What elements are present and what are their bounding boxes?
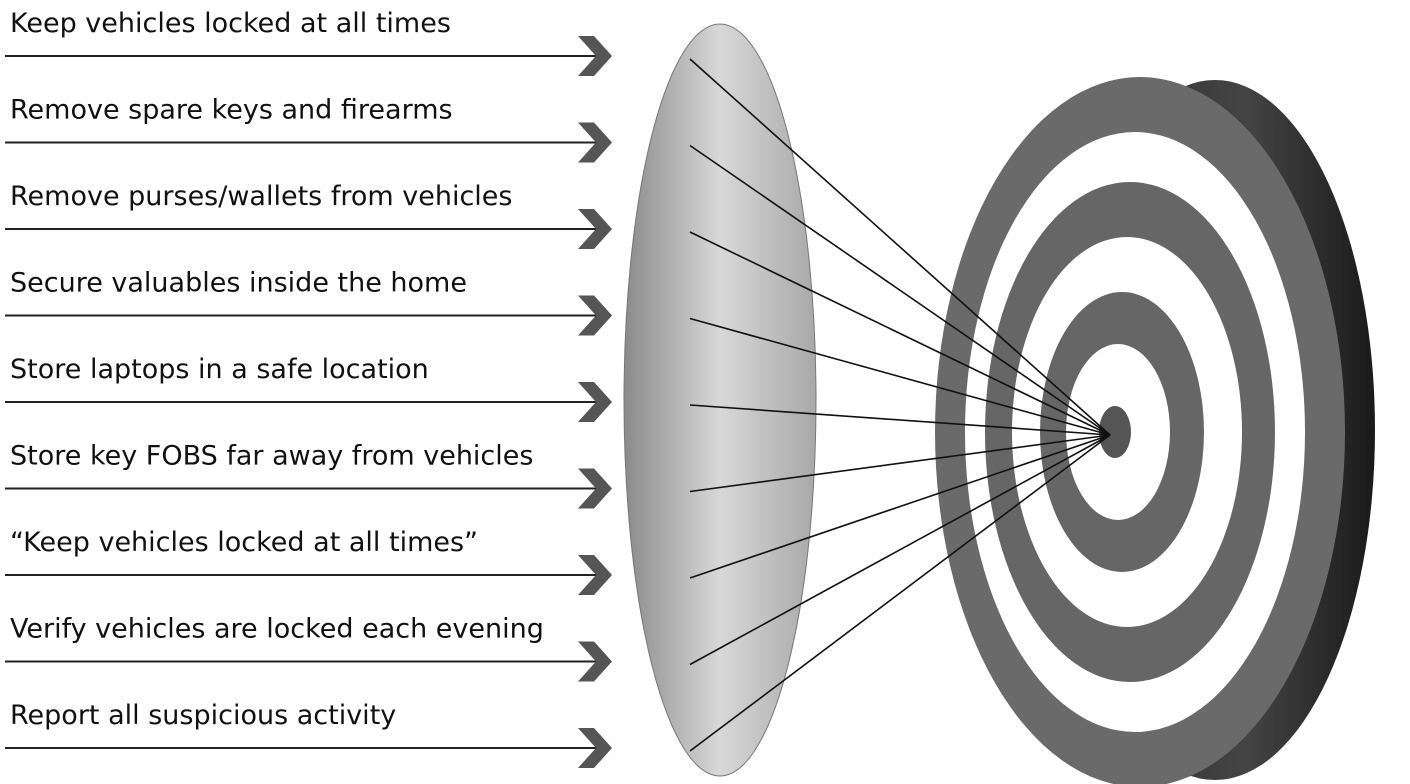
step-label: Keep vehicles locked at all times [10, 8, 451, 39]
chevron [578, 382, 612, 422]
chevron [578, 295, 612, 336]
step-label: Verify vehicles are locked each evening [10, 614, 544, 645]
step-label: Store laptops in a safe location [10, 354, 429, 385]
chevron [578, 122, 612, 163]
step-label: Report all suspicious activity [10, 700, 396, 731]
step-label: Remove spare keys and firearms [10, 95, 453, 126]
focus-line [689, 434, 1111, 752]
chevron [578, 555, 612, 595]
focus-line [689, 434, 1111, 579]
focus-line [689, 434, 1111, 493]
focus-line [689, 144, 1111, 436]
focus-line [689, 231, 1111, 436]
step-label: Remove purses/wallets from vehicles [10, 181, 512, 212]
chevron [578, 641, 612, 682]
chevron [578, 468, 612, 509]
step-label: “Keep vehicles locked at all times” [10, 527, 478, 558]
bullseye [1099, 406, 1131, 458]
focus-line [689, 404, 1111, 436]
focus-line [689, 317, 1111, 436]
focus-line [689, 434, 1111, 666]
step-label: Secure valuables inside the home [10, 268, 467, 299]
chevron [578, 36, 612, 76]
chevron [578, 728, 612, 768]
focus-line [689, 58, 1111, 436]
chevron [578, 209, 612, 249]
step-label: Store key FOBS far away from vehicles [10, 441, 533, 472]
target [935, 77, 1375, 784]
lens [623, 23, 817, 777]
